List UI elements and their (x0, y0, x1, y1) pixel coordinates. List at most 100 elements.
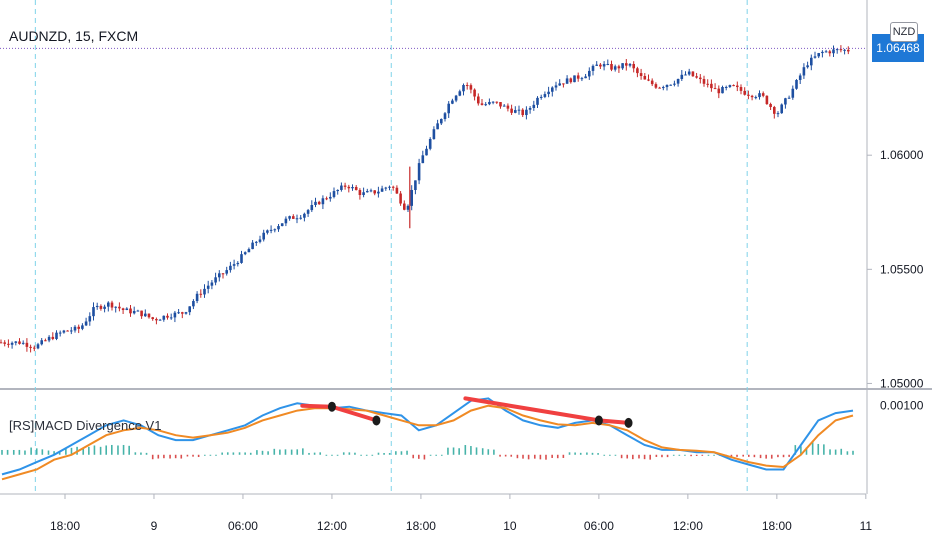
histogram-bar (545, 454, 547, 460)
histogram-bar (383, 452, 385, 455)
candle-body (306, 210, 310, 214)
histogram-bar (377, 452, 380, 455)
candle-body (625, 63, 628, 66)
histogram-bar (232, 452, 235, 455)
histogram-bar (678, 454, 681, 456)
candle-body (417, 163, 421, 181)
candle-body (88, 316, 92, 322)
candle-body (388, 186, 391, 188)
candle-body (221, 273, 225, 275)
candle-body (610, 63, 613, 70)
candle-body (203, 288, 206, 295)
price-tick-label: 1.05000 (880, 376, 924, 390)
candle-body (824, 51, 828, 53)
histogram-bar (360, 454, 362, 456)
histogram-bar (186, 454, 189, 457)
candle-body (321, 198, 325, 205)
candle-body (229, 265, 232, 271)
histogram-bar (308, 452, 310, 455)
candle-body (384, 187, 388, 189)
histogram-bar (516, 454, 519, 459)
time-tick-label: 18:00 (406, 519, 436, 533)
candle-body (784, 98, 787, 105)
candle-body (569, 78, 573, 83)
candle-body (606, 63, 610, 65)
candle-body (591, 65, 595, 71)
candle-body (269, 229, 273, 231)
histogram-bar (395, 451, 397, 455)
candle-body (558, 83, 561, 86)
candle-body (303, 213, 306, 218)
histogram-bar (823, 444, 825, 455)
histogram-bar (481, 448, 484, 455)
histogram-bar (695, 454, 698, 456)
candle-body (458, 91, 462, 96)
histogram-bar (151, 454, 154, 460)
histogram-bar (157, 454, 160, 459)
candle-body (821, 51, 824, 54)
candle-body (639, 73, 643, 77)
histogram-bar (423, 454, 426, 460)
candle-body (247, 249, 251, 253)
histogram-bar (568, 452, 571, 455)
candle-body (795, 79, 798, 89)
candle-body (273, 229, 277, 231)
histogram-bar (759, 454, 762, 459)
candle-body (676, 78, 680, 84)
histogram-bar (99, 446, 102, 455)
candle-body (443, 113, 447, 120)
candle-body (643, 76, 647, 80)
candle-body (258, 239, 262, 242)
histogram-bar (533, 454, 536, 459)
histogram-bar (672, 454, 675, 456)
histogram-bar (180, 454, 183, 459)
currency-badge[interactable]: NZD (890, 22, 918, 42)
histogram-bar (145, 452, 148, 455)
histogram-bar (499, 454, 501, 457)
candle-body (292, 216, 295, 219)
candle-body (673, 83, 676, 85)
candle-body (329, 196, 332, 199)
histogram-bar (30, 447, 32, 455)
candle-body (736, 85, 739, 88)
histogram-bar (603, 454, 606, 456)
histogram-bar (643, 454, 646, 460)
candle-body (284, 218, 288, 224)
indicator-title[interactable]: [RS]MACD Divergence V1 (9, 418, 162, 433)
candle-body (114, 306, 117, 308)
histogram-bar (458, 448, 460, 455)
candle-body (802, 67, 806, 76)
candle-body (495, 101, 499, 103)
histogram-bar (527, 454, 530, 460)
histogram-bar (649, 454, 651, 460)
candle-body (721, 87, 724, 94)
time-tick-label: 11 (860, 519, 873, 533)
histogram-bar (707, 454, 710, 456)
candle-body (343, 185, 347, 187)
candle-body (51, 336, 55, 339)
candle-body (317, 201, 321, 205)
histogram-bar (1, 449, 3, 455)
candle-body (147, 313, 151, 318)
histogram-bar (834, 449, 837, 455)
histogram-bar (690, 454, 692, 457)
histogram-bar (53, 451, 55, 455)
candles (0, 45, 850, 353)
candle-body (77, 326, 80, 329)
histogram-bar (713, 454, 715, 456)
candle-body (706, 83, 709, 85)
histogram-bar (620, 454, 623, 459)
histogram-bar (331, 454, 333, 456)
candle-body (562, 83, 565, 85)
candle-body (454, 95, 458, 101)
histogram-bar (70, 447, 73, 455)
candle-body (447, 103, 450, 114)
histogram-bar (551, 454, 553, 458)
candle-body (406, 205, 410, 210)
candle-body (25, 342, 29, 347)
histogram-bar (614, 454, 617, 456)
histogram-bar (273, 448, 276, 455)
histogram-bar (365, 454, 368, 456)
divergence-dot (327, 401, 336, 412)
candle-body (773, 107, 776, 114)
